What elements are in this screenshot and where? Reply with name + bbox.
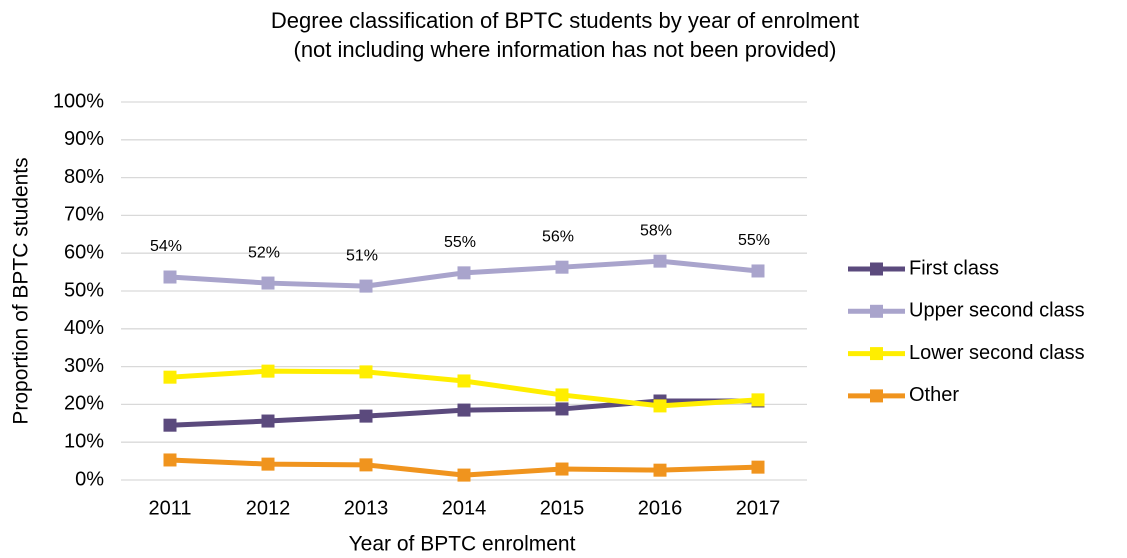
point-marker <box>261 457 275 471</box>
x-tick-label: 2011 <box>148 497 191 519</box>
point-marker <box>359 279 373 293</box>
legend-marker <box>870 262 883 276</box>
x-tick-label: 2016 <box>638 497 683 519</box>
y-tick-label: 0% <box>75 468 104 490</box>
data-label: 55% <box>444 234 476 251</box>
point-marker <box>457 403 471 417</box>
data-label: 51% <box>346 247 378 264</box>
point-marker <box>163 370 177 384</box>
legend-label: Lower second class <box>909 342 1085 364</box>
point-marker <box>359 365 373 379</box>
point-marker <box>653 399 667 413</box>
chart-title: Degree classification of BPTC students b… <box>271 8 859 33</box>
legend-marker <box>870 389 883 403</box>
point-marker <box>163 418 177 432</box>
point-marker <box>751 460 765 474</box>
point-marker <box>653 463 667 477</box>
data-label: 58% <box>640 222 672 239</box>
data-label: 56% <box>542 228 574 245</box>
x-tick-label: 2017 <box>736 497 781 519</box>
y-tick-label: 100% <box>53 90 104 112</box>
y-tick-label: 60% <box>64 241 104 263</box>
y-tick-label: 50% <box>64 279 104 301</box>
x-tick-label: 2012 <box>246 497 291 519</box>
legend-marker <box>870 304 883 318</box>
point-marker <box>163 270 177 284</box>
data-label: 52% <box>248 244 280 261</box>
chart-subtitle: (not including where information has not… <box>294 37 837 62</box>
data-label: 54% <box>150 238 182 255</box>
legend-label: Upper second class <box>909 300 1085 322</box>
point-marker <box>359 458 373 472</box>
x-tick-label: 2013 <box>344 497 389 519</box>
y-tick-label: 30% <box>64 355 104 377</box>
point-marker <box>555 388 569 402</box>
y-tick-label: 70% <box>64 204 104 226</box>
point-marker <box>261 414 275 428</box>
point-marker <box>751 393 765 407</box>
point-marker <box>555 402 569 416</box>
x-axis-title: Year of BPTC enrolment <box>349 533 576 556</box>
x-tick-label: 2015 <box>540 497 585 519</box>
point-marker <box>359 409 373 423</box>
y-tick-label: 20% <box>64 393 104 415</box>
y-tick-label: 40% <box>64 317 104 339</box>
legend-label: Other <box>909 384 959 406</box>
point-marker <box>555 462 569 476</box>
data-label: 55% <box>738 232 770 249</box>
point-marker <box>457 374 471 388</box>
point-marker <box>457 266 471 280</box>
y-tick-label: 80% <box>64 166 104 188</box>
y-axis-title: Proportion of BPTC students <box>10 157 33 424</box>
point-marker <box>457 468 471 482</box>
point-marker <box>751 264 765 278</box>
y-tick-label: 90% <box>64 128 104 150</box>
x-tick-label: 2014 <box>442 497 487 519</box>
point-marker <box>555 260 569 274</box>
legend-label: First class <box>909 257 999 279</box>
legend-marker <box>870 347 883 361</box>
point-marker <box>261 276 275 290</box>
point-marker <box>163 453 177 467</box>
point-marker <box>261 364 275 378</box>
point-marker <box>653 254 667 268</box>
y-tick-label: 10% <box>64 430 104 452</box>
